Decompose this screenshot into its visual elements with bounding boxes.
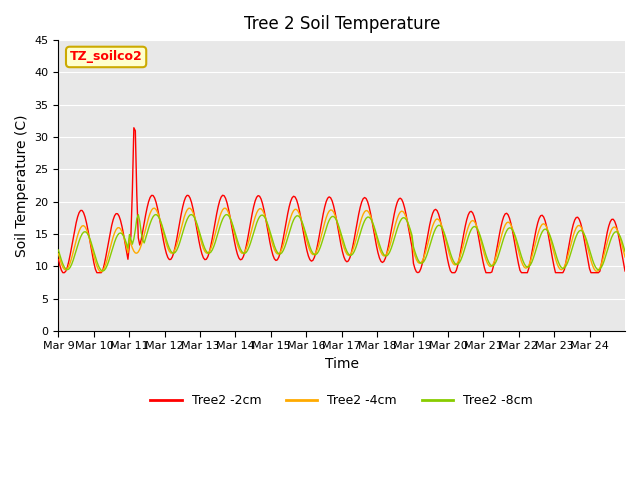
Text: TZ_soilco2: TZ_soilco2 (70, 50, 143, 63)
X-axis label: Time: Time (324, 357, 358, 371)
Title: Tree 2 Soil Temperature: Tree 2 Soil Temperature (243, 15, 440, 33)
Y-axis label: Soil Temperature (C): Soil Temperature (C) (15, 114, 29, 257)
Legend: Tree2 -2cm, Tree2 -4cm, Tree2 -8cm: Tree2 -2cm, Tree2 -4cm, Tree2 -8cm (145, 389, 538, 412)
